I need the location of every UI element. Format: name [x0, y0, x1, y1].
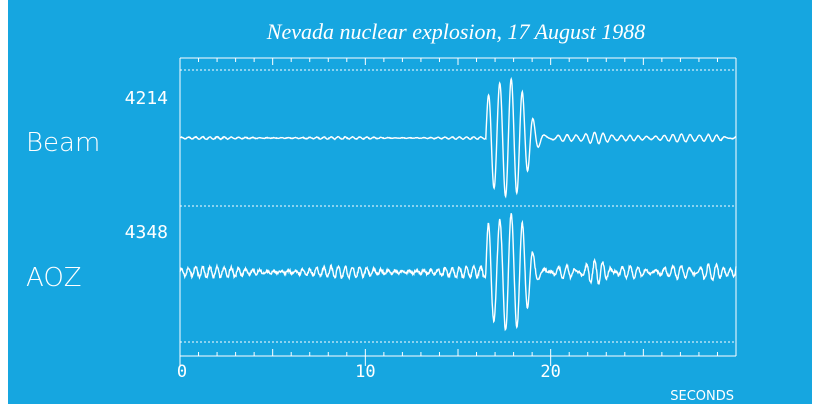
- beam-waveform-line: [179, 76, 737, 199]
- aoz-waveform-line: [179, 213, 737, 332]
- minor-tick-marks: [179, 58, 737, 356]
- x-tick-label: 10: [355, 362, 375, 382]
- amplitude-label-aoz: 4348: [125, 222, 168, 243]
- amplitude-reference-lines: [180, 69, 736, 343]
- x-tick-label: 0: [177, 362, 187, 382]
- chart-panel: Nevada nuclear explosion, 17 August 1988…: [8, 0, 812, 404]
- x-tick-label: 20: [540, 362, 560, 382]
- amplitude-label-beam: 4214: [125, 88, 168, 109]
- series-label-beam: Beam: [26, 128, 100, 158]
- seismogram-chart: Nevada nuclear explosion, 17 August 1988…: [8, 0, 812, 404]
- chart-background: [8, 0, 812, 404]
- x-axis: 0 10 20: [177, 356, 561, 382]
- series-label-aoz: AOZ: [26, 263, 82, 293]
- x-axis-label: SECONDS: [670, 389, 734, 404]
- chart-title: Nevada nuclear explosion, 17 August 1988: [266, 19, 645, 44]
